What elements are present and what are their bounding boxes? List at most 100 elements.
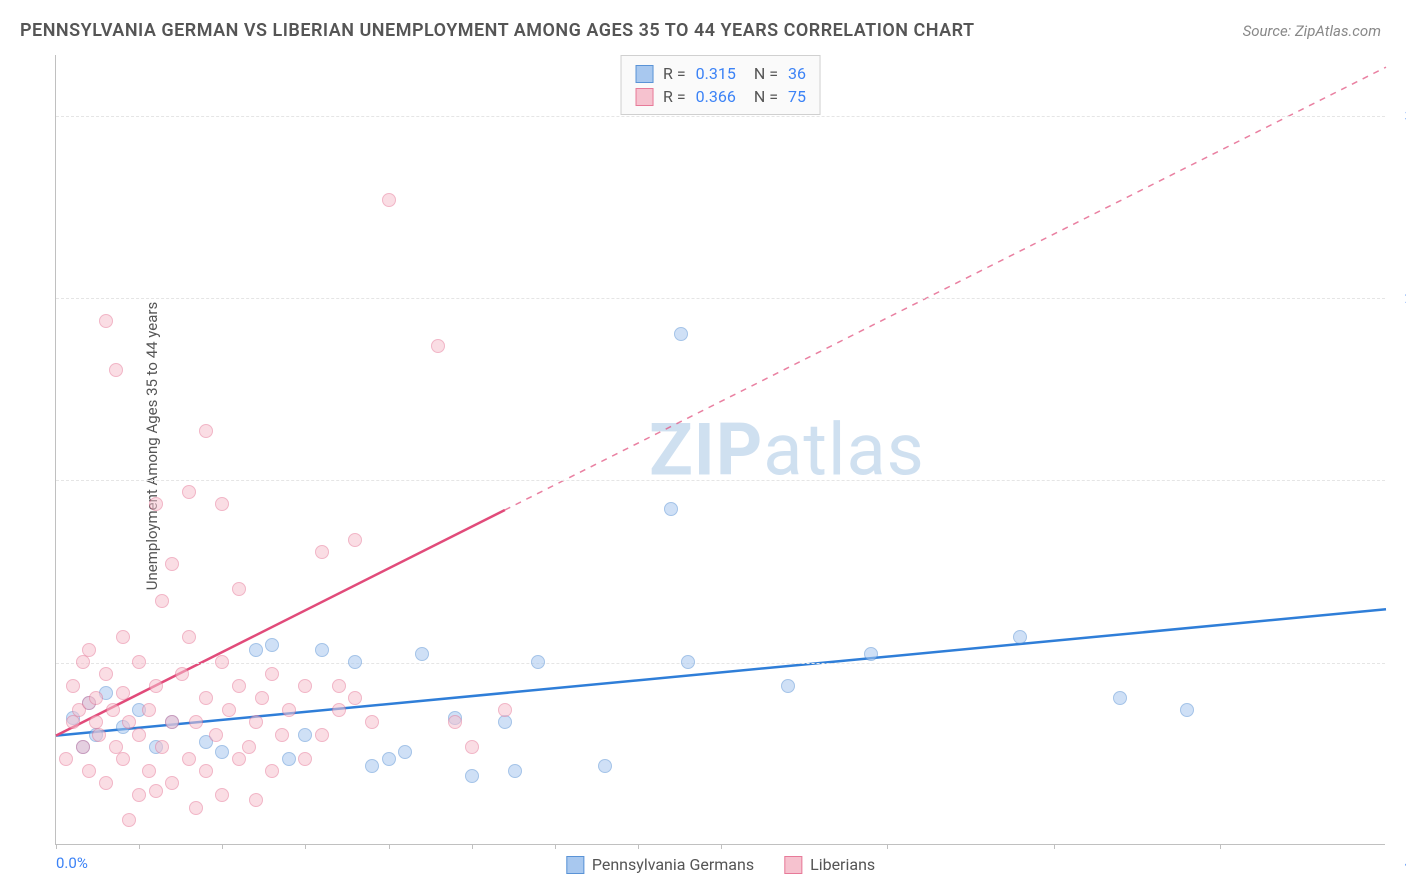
scatter-point xyxy=(189,715,203,729)
scatter-point xyxy=(66,679,80,693)
scatter-point xyxy=(255,691,269,705)
scatter-point xyxy=(215,655,229,669)
scatter-point xyxy=(232,752,246,766)
scatter-point xyxy=(315,728,329,742)
scatter-point xyxy=(132,788,146,802)
scatter-point xyxy=(265,638,279,652)
scatter-point xyxy=(66,715,80,729)
scatter-point xyxy=(99,667,113,681)
scatter-point xyxy=(508,764,522,778)
scatter-point xyxy=(189,801,203,815)
series-legend: Pennsylvania Germans Liberians xyxy=(566,855,875,874)
scatter-point xyxy=(498,715,512,729)
scatter-point xyxy=(199,764,213,778)
scatter-point xyxy=(1113,691,1127,705)
scatter-point xyxy=(142,764,156,778)
scatter-point xyxy=(365,759,379,773)
gridline xyxy=(56,480,1385,481)
scatter-point xyxy=(149,784,163,798)
scatter-point xyxy=(498,703,512,717)
plot-area: ZIPatlas R =0.315N =36R =0.366N =75 0.0%… xyxy=(55,55,1385,845)
scatter-point xyxy=(242,740,256,754)
scatter-point xyxy=(149,679,163,693)
series-legend-item: Pennsylvania Germans xyxy=(566,855,754,874)
scatter-point xyxy=(265,764,279,778)
scatter-point xyxy=(249,793,263,807)
scatter-point xyxy=(82,764,96,778)
scatter-point xyxy=(59,752,73,766)
scatter-point xyxy=(99,776,113,790)
scatter-point xyxy=(465,740,479,754)
scatter-point xyxy=(315,643,329,657)
scatter-point xyxy=(142,703,156,717)
scatter-point xyxy=(448,715,462,729)
series-legend-item: Liberians xyxy=(784,855,875,874)
scatter-point xyxy=(315,545,329,559)
scatter-point xyxy=(332,679,346,693)
scatter-point xyxy=(249,643,263,657)
scatter-point xyxy=(598,759,612,773)
scatter-point xyxy=(431,339,445,353)
scatter-point xyxy=(298,752,312,766)
scatter-point xyxy=(465,769,479,783)
series-label: Pennsylvania Germans xyxy=(592,855,754,874)
scatter-point xyxy=(348,691,362,705)
x-tick-min: 0.0% xyxy=(56,854,88,872)
scatter-point xyxy=(122,715,136,729)
chart-container: PENNSYLVANIA GERMAN VS LIBERIAN UNEMPLOY… xyxy=(0,0,1406,892)
scatter-point xyxy=(82,643,96,657)
series-label: Liberians xyxy=(810,855,875,874)
scatter-point xyxy=(182,752,196,766)
scatter-point xyxy=(232,679,246,693)
scatter-point xyxy=(182,630,196,644)
scatter-point xyxy=(1180,703,1194,717)
scatter-point xyxy=(199,691,213,705)
scatter-point xyxy=(132,728,146,742)
scatter-point xyxy=(116,686,130,700)
x-tickmark xyxy=(389,844,390,849)
scatter-point xyxy=(132,655,146,669)
gridline xyxy=(56,116,1385,117)
x-tickmark xyxy=(555,844,556,849)
chart-title: PENNSYLVANIA GERMAN VS LIBERIAN UNEMPLOY… xyxy=(20,20,975,41)
scatter-point xyxy=(89,691,103,705)
scatter-point xyxy=(415,647,429,661)
x-tickmark xyxy=(472,844,473,849)
scatter-point xyxy=(116,630,130,644)
scatter-point xyxy=(249,715,263,729)
scatter-point xyxy=(681,655,695,669)
scatter-point xyxy=(215,788,229,802)
scatter-point xyxy=(109,363,123,377)
scatter-point xyxy=(332,703,346,717)
x-tickmark xyxy=(1220,844,1221,849)
scatter-point xyxy=(265,667,279,681)
gridline xyxy=(56,663,1385,664)
legend-swatch xyxy=(566,856,584,874)
scatter-point xyxy=(165,557,179,571)
scatter-point xyxy=(76,655,90,669)
scatter-point xyxy=(382,752,396,766)
scatter-point xyxy=(531,655,545,669)
scatter-point xyxy=(348,533,362,547)
scatter-point xyxy=(92,728,106,742)
scatter-point xyxy=(232,582,246,596)
x-tickmark xyxy=(139,844,140,849)
scatter-point xyxy=(165,715,179,729)
scatter-point xyxy=(199,424,213,438)
x-tickmark xyxy=(887,844,888,849)
scatter-point xyxy=(282,752,296,766)
scatter-point xyxy=(781,679,795,693)
scatter-point xyxy=(155,740,169,754)
scatter-point xyxy=(864,647,878,661)
trend-line-dashed xyxy=(505,67,1386,510)
scatter-point xyxy=(76,740,90,754)
scatter-point xyxy=(398,745,412,759)
x-tickmark xyxy=(1054,844,1055,849)
x-tickmark xyxy=(638,844,639,849)
scatter-point xyxy=(1013,630,1027,644)
trend-line-solid xyxy=(56,510,505,736)
scatter-point xyxy=(298,728,312,742)
source-attribution: Source: ZipAtlas.com xyxy=(1243,22,1381,40)
scatter-point xyxy=(165,776,179,790)
scatter-point xyxy=(664,502,678,516)
